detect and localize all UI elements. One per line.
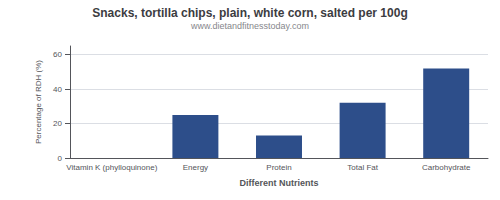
svg-text:Carbohydrate: Carbohydrate — [422, 163, 471, 172]
svg-text:Different Nutrients: Different Nutrients — [239, 178, 318, 188]
svg-text:Percentage of RDH (%): Percentage of RDH (%) — [34, 60, 43, 144]
svg-text:Protein: Protein — [266, 163, 291, 172]
svg-text:www.dietandfitnesstoday.com: www.dietandfitnesstoday.com — [190, 21, 309, 31]
svg-text:60: 60 — [53, 50, 62, 59]
svg-text:0: 0 — [58, 154, 63, 163]
svg-text:20: 20 — [53, 119, 62, 128]
svg-text:Snacks, tortilla chips, plain,: Snacks, tortilla chips, plain, white cor… — [92, 6, 407, 20]
svg-text:Vitamin K (phylloquinone): Vitamin K (phylloquinone) — [66, 163, 157, 172]
svg-text:40: 40 — [53, 85, 62, 94]
svg-text:Total Fat: Total Fat — [347, 163, 378, 172]
svg-text:Energy: Energy — [183, 163, 208, 172]
